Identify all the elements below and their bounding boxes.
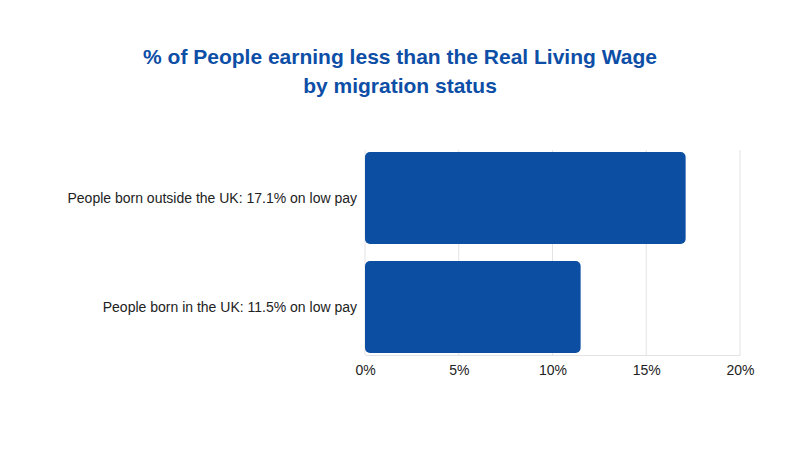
category-labels: People born outside the UK: 17.1% on low… <box>67 190 357 315</box>
tick: 10% <box>539 355 567 378</box>
tick: 15% <box>633 355 661 378</box>
grid <box>365 150 740 355</box>
tick: 20% <box>726 355 754 378</box>
bar <box>365 261 581 353</box>
tick-label: 15% <box>633 362 661 378</box>
category-label: People born outside the UK: 17.1% on low… <box>67 190 357 206</box>
x-axis: 0% 5% 10% 15% 20% <box>355 355 754 378</box>
chart-title-line: by migration status <box>303 74 497 97</box>
tick-label: 5% <box>449 362 469 378</box>
tick-label: 20% <box>726 362 754 378</box>
chart-svg: % of People earning less than the Real L… <box>0 0 800 450</box>
tick: 0% <box>355 355 375 378</box>
bars <box>365 152 686 353</box>
chart-title: % of People earning less than the Real L… <box>143 45 657 97</box>
tick: 5% <box>449 355 469 378</box>
bar <box>365 152 686 244</box>
tick-label: 10% <box>539 362 567 378</box>
chart-title-line: % of People earning less than the Real L… <box>143 45 657 68</box>
axis-line <box>366 355 741 356</box>
category-label: People born in the UK: 11.5% on low pay <box>103 299 357 315</box>
chart-container: % of People earning less than the Real L… <box>0 0 800 450</box>
tick-label: 0% <box>355 362 375 378</box>
grid-line <box>740 150 741 355</box>
